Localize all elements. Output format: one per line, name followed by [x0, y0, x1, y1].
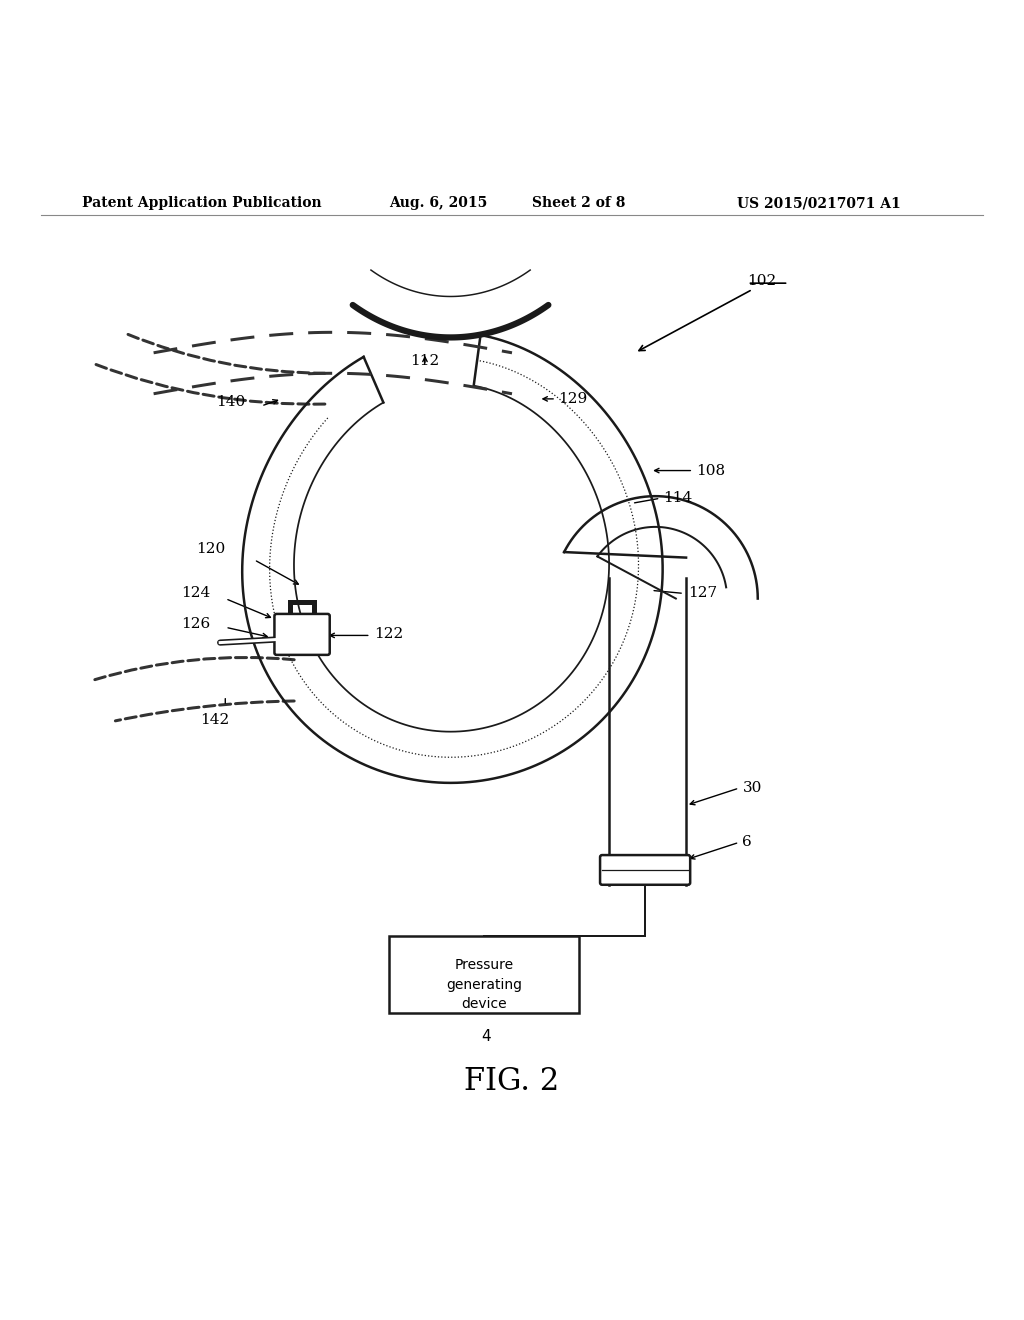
- Text: 120: 120: [196, 543, 225, 557]
- Text: 108: 108: [696, 463, 725, 478]
- Text: Aug. 6, 2015: Aug. 6, 2015: [389, 197, 487, 210]
- Text: Pressure: Pressure: [455, 957, 513, 972]
- Text: 126: 126: [180, 618, 210, 631]
- Text: 112: 112: [411, 354, 439, 368]
- FancyBboxPatch shape: [389, 936, 579, 1014]
- FancyBboxPatch shape: [274, 614, 330, 655]
- Text: FIG. 2: FIG. 2: [464, 1067, 560, 1097]
- Text: 102: 102: [748, 275, 777, 288]
- Text: 127: 127: [688, 586, 717, 601]
- Text: device: device: [461, 997, 507, 1011]
- Text: 30: 30: [742, 781, 762, 795]
- Text: 6: 6: [742, 836, 753, 849]
- Text: Sheet 2 of 8: Sheet 2 of 8: [532, 197, 626, 210]
- Text: 129: 129: [558, 392, 588, 405]
- Text: US 2015/0217071 A1: US 2015/0217071 A1: [737, 197, 901, 210]
- FancyBboxPatch shape: [600, 855, 690, 884]
- Text: 140: 140: [216, 395, 245, 409]
- Text: 122: 122: [374, 627, 403, 642]
- Text: generating: generating: [445, 978, 522, 993]
- Text: Patent Application Publication: Patent Application Publication: [82, 197, 322, 210]
- Text: 114: 114: [664, 491, 693, 506]
- Text: 124: 124: [180, 586, 210, 601]
- Text: 142: 142: [201, 713, 229, 727]
- Text: 4: 4: [481, 1028, 492, 1044]
